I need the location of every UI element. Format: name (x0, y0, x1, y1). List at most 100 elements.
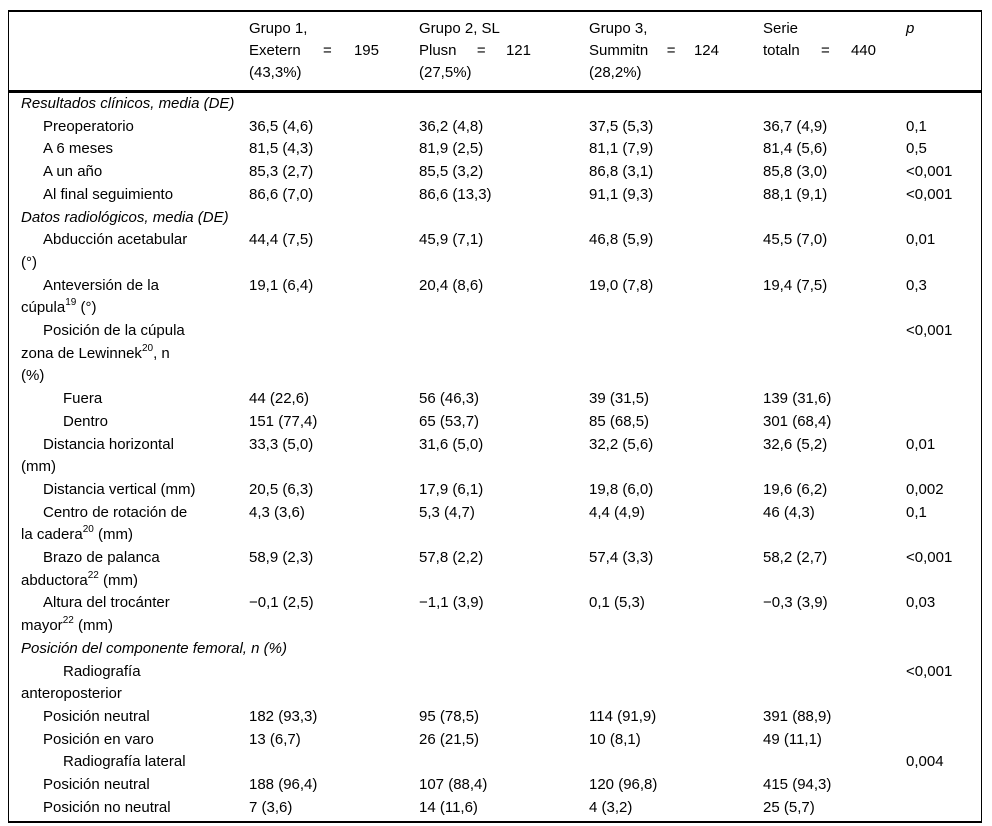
label-text: Radiografía lateral (63, 753, 186, 771)
row-label: Posición neutral (9, 706, 241, 729)
row-label: Posición neutral (9, 774, 241, 797)
value-cell: 37,5 (5,3) (589, 117, 654, 135)
table-row: Radiografía lateral 0,004 (9, 751, 981, 774)
value-cell: 20,4 (8,6) (419, 276, 484, 294)
label-text: (mm) (98, 571, 138, 589)
label-line: Posición no neutral (9, 797, 241, 820)
label-text: Fuera (63, 390, 103, 408)
table-row: A un año 85,3 (2,7) 85,5 (3,2) 86,8 (3,1) 85… (9, 161, 981, 184)
implant-name: Summitn (589, 42, 649, 59)
value-cell: 0,1 (5,3) (589, 594, 645, 612)
row-label: Distancia horizontal (mm) (9, 434, 241, 479)
group-n: 440 (850, 42, 876, 59)
value-cell: 57,4 (3,3) (589, 549, 654, 567)
label-line: Radiografía lateral (9, 751, 241, 774)
equals-sign: = (476, 42, 486, 59)
value-cell: 4,3 (3,6) (249, 503, 305, 521)
value-cell: 95 (78,5) (419, 707, 480, 725)
value-cell: 81,4 (5,6) (763, 140, 828, 158)
p-value-cell: <0,001 (906, 662, 953, 680)
row-label: A un año (9, 161, 241, 184)
value-cell: 26 (21,5) (419, 730, 480, 748)
row-label: Resultados clínicos, media (DE) (9, 93, 981, 116)
value-cell: 301 (68,4) (763, 412, 832, 430)
header-cell-grupo3: Grupo 3, Summitn = 124 (28,2%) (581, 18, 755, 84)
label-line: A un año (9, 161, 241, 184)
table-row: Centro de rotación de la cadera20 (mm) 4,3… (9, 502, 981, 547)
value-cell: 17,9 (6,1) (419, 480, 484, 498)
label-line: Posición de la cúpula (9, 320, 241, 343)
row-label: Radiografía anteroposterior (9, 661, 241, 706)
row-label: Posición no neutral (9, 797, 241, 820)
label-line: Centro de rotación de (9, 502, 241, 525)
value-cell: 81,1 (7,9) (589, 140, 654, 158)
value-cell: 85,3 (2,7) (249, 163, 314, 181)
value-cell: 7 (3,6) (249, 798, 293, 816)
label-text: (mm) (93, 526, 133, 544)
label-text: Radiografía (63, 662, 141, 680)
value-cell: 49 (11,1) (763, 730, 822, 748)
value-cell: 19,4 (7,5) (763, 276, 828, 294)
label-line: Posición neutral (9, 706, 241, 729)
value-cell: 32,2 (5,6) (589, 435, 654, 453)
p-value-cell: 0,3 (906, 276, 927, 294)
label-text: (mm) (73, 617, 113, 635)
table-row: Posición de la cúpula zona de Lewinnek20,… (9, 320, 981, 388)
value-cell: 85,8 (3,0) (763, 163, 828, 181)
label-text: Al final seguimiento (43, 185, 174, 203)
label-line: Posición neutral (9, 774, 241, 797)
label-line: Al final seguimiento (9, 184, 241, 207)
p-value-cell: 0,03 (906, 594, 936, 612)
value-cell: 25 (5,7) (763, 798, 815, 816)
label-text: A un año (43, 163, 103, 181)
section-label: Datos radiológicos, media (DE) (21, 208, 229, 226)
table-row: Posición neutral 188 (96,4) 107 (88,4) 120 … (9, 774, 981, 797)
label-text: Posición neutral (43, 776, 150, 794)
row-label: Datos radiológicos, media (DE) (9, 207, 981, 230)
p-column-header: p (906, 20, 915, 37)
table-header-row: Grupo 1, Exetern = 195 (43,3%) Grupo 2, … (9, 12, 981, 93)
results-table: Grupo 1, Exetern = 195 (43,3%) Grupo 2, … (8, 10, 982, 823)
value-cell: 46,8 (5,9) (589, 231, 654, 249)
value-cell: 44 (22,6) (249, 390, 310, 408)
header-group-percent: (43,3%) (249, 64, 302, 81)
label-text: Posición en varo (43, 730, 154, 748)
row-label: Preoperatorio (9, 116, 241, 139)
value-cell: 88,1 (9,1) (763, 185, 828, 203)
label-line: zona de Lewinnek20, n (9, 343, 241, 366)
label-line: Anteversión de la (9, 275, 241, 298)
value-cell: 391 (88,9) (763, 707, 832, 725)
label-text: Preoperatorio (43, 117, 134, 135)
value-cell: 57,8 (2,2) (419, 549, 484, 567)
value-cell: 19,0 (7,8) (589, 276, 654, 294)
header-group-count: Summitn = 124 (589, 40, 719, 62)
value-cell: 58,2 (2,7) (763, 549, 828, 567)
value-cell: 45,5 (7,0) (763, 231, 828, 249)
header-group-count: Plusn = 121 (419, 40, 531, 62)
row-label: Distancia vertical (mm) (9, 479, 241, 502)
header-group-title: Grupo 1, (249, 20, 308, 37)
label-text: la cadera (21, 526, 83, 544)
label-line: abductora22 (mm) (9, 570, 241, 593)
label-line: la cadera20 (mm) (9, 524, 241, 547)
value-cell: 182 (93,3) (249, 707, 318, 725)
section-row: Posición del componente femoral, n (%) (9, 638, 981, 661)
section-label: Resultados clínicos, media (DE) (21, 95, 235, 112)
value-cell: 4,4 (4,9) (589, 503, 645, 521)
table-row: Preoperatorio 36,5 (4,6) 36,2 (4,8) 37,5 (5… (9, 116, 981, 139)
label-text: Centro de rotación de (43, 503, 188, 521)
value-cell: 151 (77,4) (249, 412, 318, 430)
value-cell: 86,6 (13,3) (419, 185, 492, 203)
superscript-ref: 19 (65, 297, 77, 309)
table-row: Distancia vertical (mm) 20,5 (6,3) 17,9 (6… (9, 479, 981, 502)
table-row: Al final seguimiento 86,6 (7,0) 86,6 (13,3… (9, 184, 981, 207)
table-row: Posición neutral 182 (93,3) 95 (78,5) 114 (… (9, 706, 981, 729)
label-text: anteroposterior (21, 685, 122, 703)
label-text: abductora (21, 571, 88, 589)
p-value-cell: 0,01 (906, 231, 936, 249)
label-line: Preoperatorio (9, 116, 241, 139)
p-value-cell: <0,001 (906, 163, 953, 181)
header-cell-serie-total: Serie totaln = 440 (755, 18, 900, 84)
label-text: Distancia horizontal (43, 435, 174, 453)
row-label: Anteversión de la cúpula19 (°) (9, 275, 241, 320)
